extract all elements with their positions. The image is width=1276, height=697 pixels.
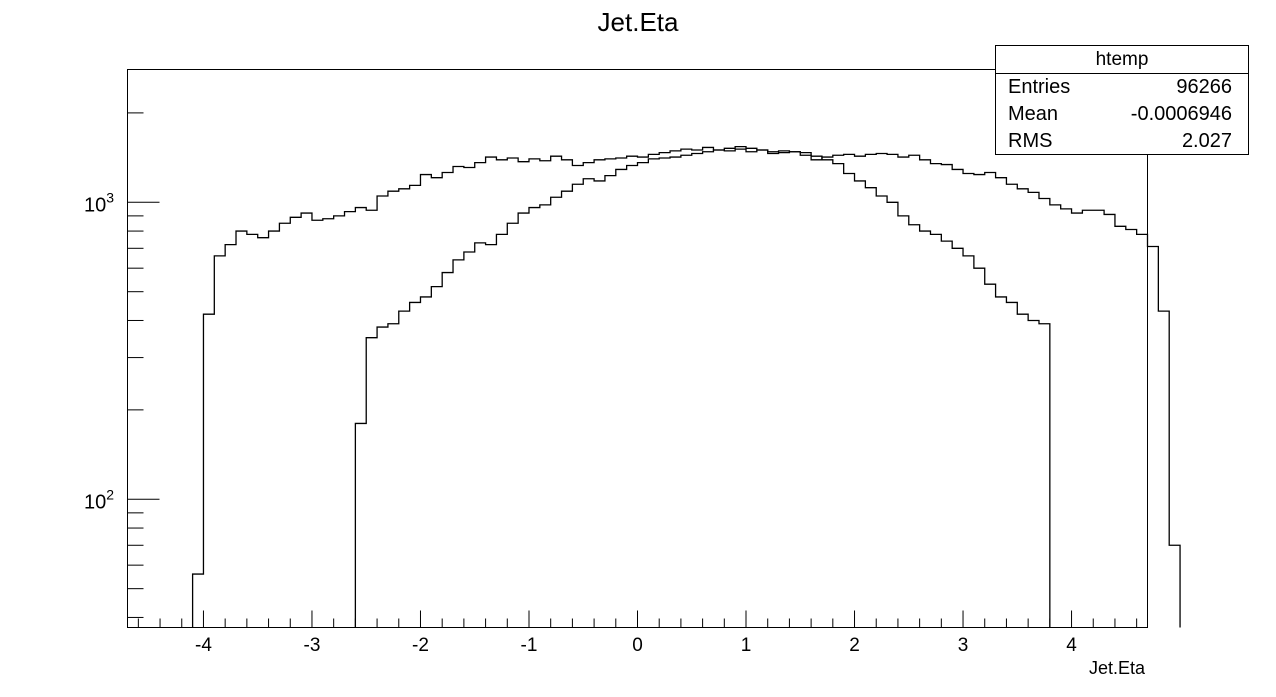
stats-mean-label: Mean — [1008, 103, 1059, 125]
stats-row-mean: Mean -0.0006946 — [996, 101, 1248, 128]
stats-box-title: htemp — [996, 46, 1248, 74]
histogram-series-2 — [354, 145, 1051, 628]
x-tick-label: 4 — [1066, 635, 1077, 656]
stats-box: htemp Entries 96266 Mean -0.0006946 RMS … — [995, 45, 1249, 155]
y-tick-label: 103 — [84, 189, 114, 216]
x-tick-label: 1 — [741, 635, 752, 656]
y-axis: 103 102 — [84, 112, 160, 618]
stats-rms-value: 2.027 — [1181, 130, 1232, 152]
x-axis-label: Jet.Eta — [1089, 658, 1146, 678]
x-axis: -4 -3 -2 -1 0 1 2 3 4 — [137, 610, 1138, 656]
series-layer — [191, 145, 1181, 628]
histogram-series-1 — [191, 146, 1181, 628]
stats-row-rms: RMS 2.027 — [996, 128, 1248, 155]
stats-entries-label: Entries — [1008, 76, 1071, 98]
stats-rms-label: RMS — [1008, 130, 1053, 152]
y-tick-label: 102 — [84, 486, 114, 513]
stats-entries-value: 96266 — [1176, 76, 1232, 98]
stats-mean-value: -0.0006946 — [1130, 103, 1232, 125]
chart-title: Jet.Eta — [598, 7, 679, 37]
x-tick-label: 0 — [632, 635, 643, 656]
x-tick-label: -3 — [304, 635, 321, 656]
x-tick-label: -1 — [521, 635, 538, 656]
stats-row-entries: Entries 96266 — [996, 74, 1248, 101]
x-tick-label: 2 — [849, 635, 860, 656]
x-tick-label: -2 — [412, 635, 429, 656]
x-tick-label: 3 — [958, 635, 969, 656]
x-tick-label: -4 — [195, 635, 212, 656]
